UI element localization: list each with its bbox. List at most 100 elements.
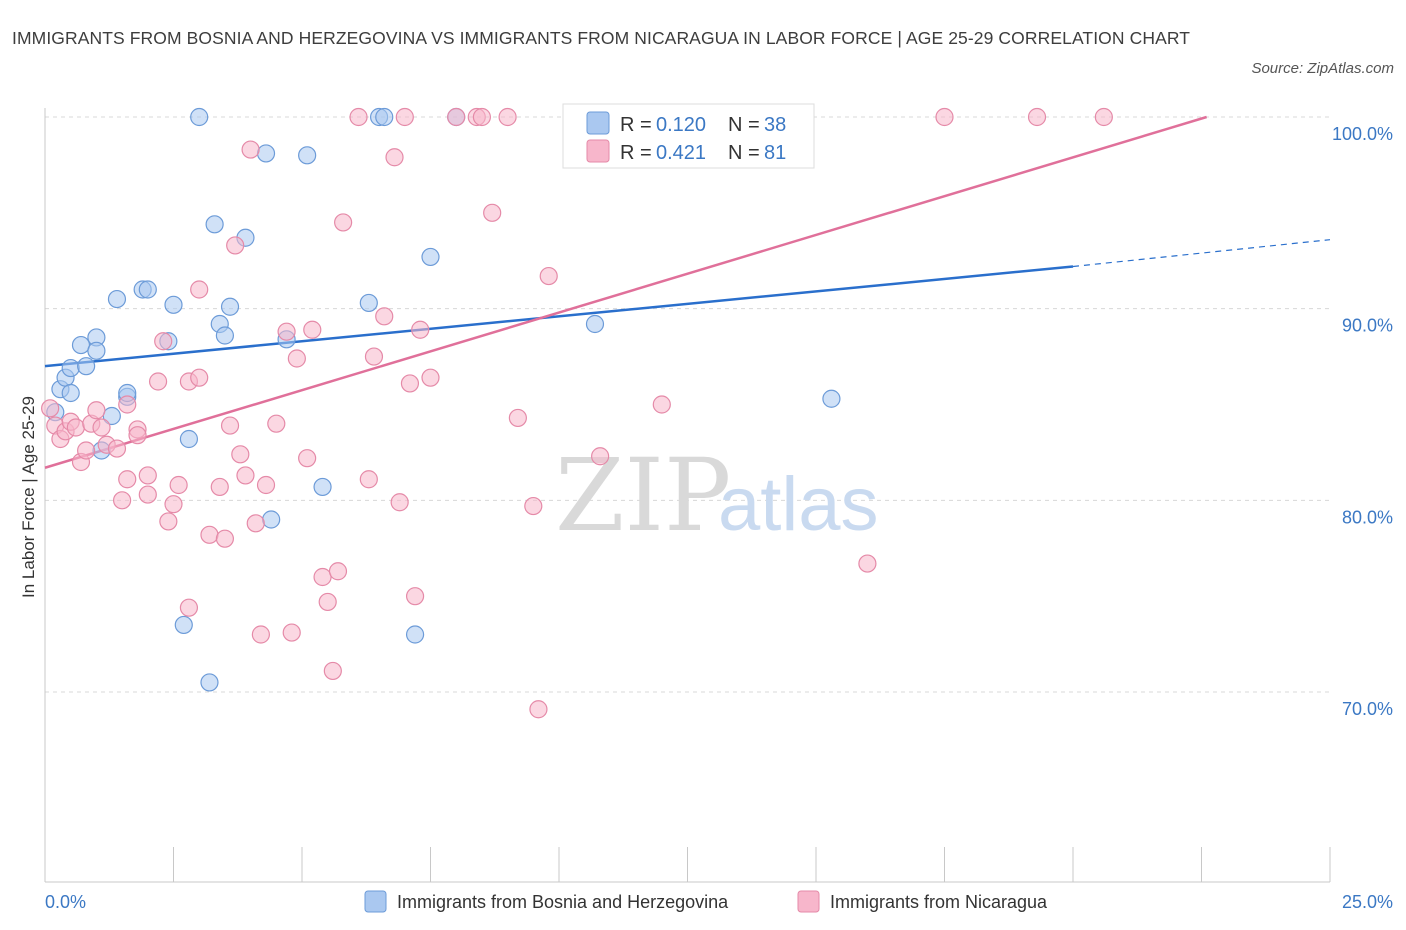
bottom-legend-label-bosnia: Immigrants from Bosnia and Herzegovina [397,892,729,912]
nicaragua-point-7 [77,441,96,460]
nicaragua-point-0 [41,399,60,418]
series-nicaragua-points [41,107,1113,719]
nicaragua-point-27 [190,280,209,299]
nicaragua-point-73 [591,447,610,466]
nicaragua-point-56 [390,493,409,512]
y-tick-label-1: 80.0% [1342,507,1393,527]
nicaragua-point-53 [364,347,384,366]
nicaragua-point-36 [241,140,260,159]
bosnia-point-17 [164,295,183,314]
bosnia-point-36 [421,247,440,267]
legend-swatch-bosnia [586,111,610,135]
bosnia-point-18 [174,615,193,635]
bosnia-point-15 [138,280,157,299]
nicaragua-point-38 [251,625,270,644]
nicaragua-point-12 [107,439,127,458]
bosnia-point-28 [262,510,281,529]
y-tick-label-2: 90.0% [1342,316,1393,336]
legend-n-label-bosnia: N = [728,114,760,136]
y-tick-label-3: 100.0% [1332,124,1393,144]
nicaragua-point-77 [1027,107,1047,127]
nicaragua-point-47 [318,592,337,612]
bosnia-point-34 [375,107,394,127]
nicaragua-point-64 [472,107,491,127]
nicaragua-point-78 [1094,107,1113,127]
legend-r-value-bosnia: 0.120 [656,114,706,136]
bosnia-point-38 [585,314,605,334]
nicaragua-point-30 [210,477,229,497]
nicaragua-point-22 [159,512,178,531]
nicaragua-point-43 [287,349,306,368]
nicaragua-point-15 [118,395,137,414]
nicaragua-point-20 [148,372,168,391]
nicaragua-point-66 [498,107,517,127]
trend-line-bosnia [44,265,1074,368]
bottom-legend-label-nicaragua: Immigrants from Nicaragua [830,892,1048,912]
axes [44,108,1331,883]
nicaragua-point-33 [226,236,245,255]
x-tick-label-min: 0.0% [45,892,86,912]
nicaragua-point-45 [303,320,322,339]
nicaragua-point-41 [277,322,296,341]
nicaragua-point-51 [349,107,368,127]
trend-line-bosnia-extension [1072,239,1331,268]
nicaragua-point-21 [154,332,173,351]
bosnia-point-23 [205,215,224,234]
bottom-legend-swatch-bosnia [364,890,387,913]
source-label: Source: ZipAtlas.com [1251,60,1394,77]
bosnia-point-8 [87,341,106,360]
nicaragua-point-13 [112,491,132,510]
nicaragua-point-61 [421,368,440,387]
nicaragua-point-29 [200,525,219,544]
nicaragua-point-31 [215,529,234,548]
nicaragua-point-48 [323,661,342,681]
nicaragua-point-50 [334,213,353,232]
bosnia-point-31 [313,477,332,497]
nicaragua-point-54 [375,307,394,326]
legend-swatch-nicaragua [586,139,610,163]
bosnia-point-30 [298,146,317,165]
nicaragua-point-18 [138,485,157,504]
nicaragua-point-40 [267,414,286,433]
bosnia-point-20 [190,107,209,127]
nicaragua-point-75 [858,554,877,573]
bosnia-point-27 [256,144,276,163]
legend-r-label-nicaragua: R = [620,142,652,164]
nicaragua-point-23 [164,495,183,514]
nicaragua-point-60 [411,320,430,339]
bosnia-point-21 [200,673,219,692]
bosnia-point-11 [107,289,127,309]
nicaragua-point-35 [236,466,255,485]
bosnia-point-6 [77,357,96,376]
bosnia-point-25 [220,297,240,316]
nicaragua-point-59 [405,587,425,606]
correlation-legend: R = 0.120 N = 38 R = 0.421 N = 81 [562,103,815,169]
series-bosnia-points [46,107,841,692]
bosnia-point-19 [179,429,199,449]
nicaragua-point-25 [179,598,199,617]
nicaragua-point-67 [508,408,527,428]
nicaragua-point-32 [220,416,240,435]
nicaragua-point-9 [87,401,106,420]
watermark-zip: ZIP [555,437,731,554]
nicaragua-point-19 [138,466,157,485]
y-axis-label: In Labor Force | Age 25-29 [19,396,38,598]
nicaragua-point-69 [529,700,548,719]
bosnia-point-4 [61,383,80,403]
nicaragua-point-34 [231,445,250,464]
nicaragua-point-39 [256,475,276,495]
nicaragua-point-37 [246,514,265,533]
nicaragua-point-10 [92,418,111,437]
bosnia-point-32 [359,293,378,313]
nicaragua-point-46 [313,567,332,587]
legend-r-value-nicaragua: 0.421 [656,142,706,164]
watermark: ZIP atlas [555,437,879,554]
nicaragua-point-68 [524,496,543,516]
bosnia-point-35 [405,625,425,644]
bosnia-point-3 [61,358,80,378]
bosnia-point-39 [822,389,841,408]
nicaragua-point-65 [483,203,502,222]
legend-n-label-nicaragua: N = [728,142,760,164]
nicaragua-point-14 [118,470,137,489]
grid-lines [45,116,1330,693]
